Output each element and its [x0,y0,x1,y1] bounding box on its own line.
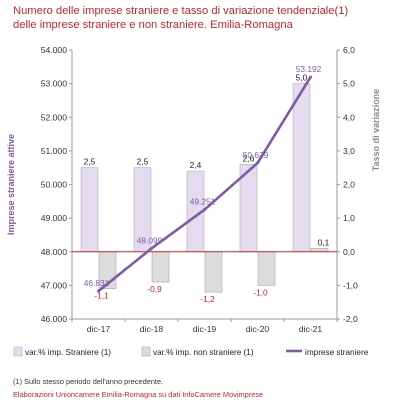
bar-non-stranieri [310,248,329,253]
x-tick-label: dic-18 [140,324,164,334]
y-tick-label-left: 51.000 [41,146,68,156]
y-axis-title-left: Imprese straniere attive [6,134,16,235]
line-point-label: 48.099 [137,235,163,245]
legend-label-line: imprese straniere [305,348,369,357]
x-tick-label: dic-19 [193,324,217,334]
bar-non-stranieri [204,251,223,293]
legend-swatch-stranieri [13,346,23,357]
y-tick-label-right: 2,0 [343,180,355,190]
chart-title-line-1: Numero delle imprese straniere e tasso d… [13,5,349,17]
line-imprese-straniere [97,76,312,293]
y-tick-label-right: -2,0 [343,314,358,324]
line-point [97,289,100,293]
x-tick-label: dic-21 [299,324,323,334]
footnote: (1) Sullo stesso periodo dell'anno prece… [13,377,164,386]
bar-non-stranieri-label: -1,2 [200,294,215,304]
y-tick-label-left: 52.000 [41,112,68,122]
y-tick-label-right: 3,0 [343,146,355,156]
bar-stranieri-label: 5,0 [296,73,308,83]
y-tick-label-left: 48.000 [41,247,68,257]
y-tick-label-left: 49.000 [41,213,68,223]
y-tick-label-right: 5,0 [343,79,355,89]
bar-non-stranieri-label: 0,1 [318,237,330,247]
y-tick-label-left: 46.000 [41,314,68,324]
line-point-label: 49.251 [190,197,216,207]
y-tick-label-right: 1,0 [343,213,355,223]
line-point-label: 46.831 [84,278,110,288]
x-tick-label: dic-20 [246,324,270,334]
line-point-label: 50.639 [243,150,269,160]
x-tick-label: dic-17 [87,324,111,334]
bar-non-stranieri [151,251,170,283]
line-point-label: 53.192 [296,64,322,74]
chart-title: Numero delle imprese straniere e tasso d… [13,4,398,32]
y-tick-label-right: 0,0 [343,247,355,257]
line-point [150,246,153,250]
legend-label-stranieri: var.% imp. Straniere (1) [25,348,111,357]
bar-stranieri-label: 2,5 [84,157,96,167]
bar-stranieri [292,83,311,253]
bar-non-stranieri-label: -1,1 [94,291,109,301]
y-tick-label-right: -1,0 [343,280,358,290]
bar-stranieri [80,167,99,253]
y-tick-label-left: 54.000 [41,45,68,55]
bar-stranieri-label: 2,6 [243,153,255,163]
legend-label-non-stranieri: var.% imp. non straniere (1) [153,348,254,357]
y-tick-label-right: 6,0 [343,45,355,55]
y-tick-label-right: 4,0 [343,112,355,122]
bar-non-stranieri-label: -1,0 [253,287,268,297]
line-point [203,208,206,212]
bar-non-stranieri [257,251,276,286]
y-tick-label-left: 50.000 [41,180,68,190]
line-point [309,75,312,79]
source-note: Elaborazioni Unioncamere Emilia-Romagna … [13,390,264,399]
line-point [256,161,259,165]
y-tick-label-left: 47.000 [41,280,68,290]
bar-stranieri-label: 2,5 [137,157,149,167]
bar-stranieri-label: 2,4 [190,160,202,170]
y-tick-label-left: 53.000 [41,79,68,89]
y-axis-title-right: Tasso di variazione [371,89,381,171]
bar-non-stranieri-label: -0,9 [147,284,162,294]
chart-title-line-2: delle imprese straniere e non straniere.… [13,19,293,31]
legend-swatch-non-stranieri [141,346,151,357]
